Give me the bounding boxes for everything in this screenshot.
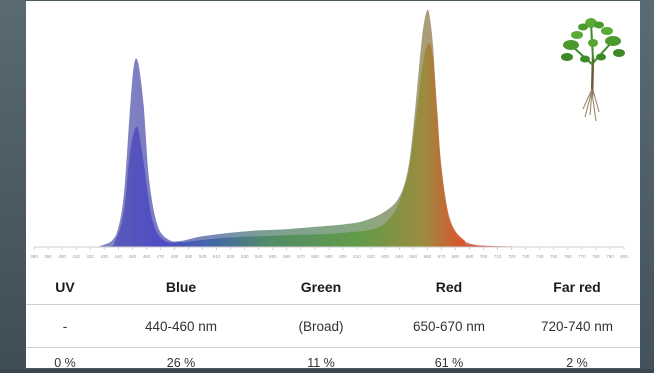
percent-red: 61 % (434, 356, 464, 368)
x-tick-label: 630 (381, 254, 389, 259)
x-tick-label: 770 (578, 254, 586, 259)
header-green: Green (300, 279, 342, 295)
spectrum-card: 380 390 400 410 420 430 440 450 460 470 480 490 500 5… (26, 1, 640, 368)
x-tick-label: 610 (353, 254, 361, 259)
x-tick-label: 800 (620, 254, 628, 259)
x-tick-label: 660 (424, 254, 432, 259)
x-tick-label: 720 (508, 254, 516, 259)
percent-green: 11 % (307, 356, 335, 368)
band-red: 650-670 nm (412, 318, 486, 334)
x-tick-label: 560 (283, 254, 291, 259)
series-layer (34, 9, 624, 247)
band-green: (Broad) (298, 318, 344, 334)
band-far-red: 720-740 nm (540, 318, 614, 334)
x-tick-label: 470 (157, 254, 165, 259)
header-uv: UV (55, 279, 75, 295)
x-tick-label: 780 (592, 254, 600, 259)
percent-blue: 26 % (166, 356, 196, 368)
x-tick-label: 650 (410, 254, 418, 259)
x-tick-label: 690 (466, 254, 474, 259)
x-tick-layer: 380 390 400 410 420 430 440 450 460 470 480 490 500 5… (30, 247, 628, 259)
band-blue: 440-460 nm (144, 318, 218, 334)
x-tick-label: 670 (438, 254, 446, 259)
x-tick-label: 430 (100, 254, 108, 259)
x-tick-label: 460 (143, 254, 151, 259)
background-left (0, 0, 26, 373)
x-tick-label: 500 (199, 254, 207, 259)
x-tick-label: 620 (367, 254, 375, 259)
x-tick-label: 540 (255, 254, 263, 259)
table-header-row: UV Blue Green Red Far red (26, 270, 640, 304)
x-tick-label: 730 (522, 254, 530, 259)
x-tick-label: 750 (550, 254, 558, 259)
spectrum-chart: 380 390 400 410 420 430 440 450 460 470 480 490 500 5… (30, 9, 628, 259)
x-tick-label: 400 (58, 254, 66, 259)
x-tick-label: 380 (30, 254, 38, 259)
x-tick-label: 580 (311, 254, 319, 259)
x-tick-label: 590 (325, 254, 333, 259)
x-tick-label: 570 (297, 254, 305, 259)
percent-uv: 0 % (54, 356, 76, 368)
x-tick-label: 550 (269, 254, 277, 259)
x-tick-label: 640 (395, 254, 403, 259)
header-red: Red (435, 279, 463, 295)
x-tick-label: 700 (480, 254, 488, 259)
plant-seedling-icon (561, 18, 625, 122)
x-tick-label: 440 (115, 254, 123, 259)
background-right (640, 0, 654, 373)
x-tick-label: 600 (339, 254, 347, 259)
x-tick-label: 420 (86, 254, 94, 259)
x-tick-label: 680 (452, 254, 460, 259)
x-tick-label: 520 (227, 254, 235, 259)
table-row-wavelength: - 440-460 nm (Broad) 650-670 nm 720-740 … (26, 304, 640, 348)
x-tick-label: 490 (185, 254, 193, 259)
x-tick-label: 510 (213, 254, 221, 259)
x-tick-label: 410 (72, 254, 80, 259)
spectrum-table: UV Blue Green Red Far red - 440-460 nm (… (26, 270, 640, 368)
x-tick-label: 790 (606, 254, 614, 259)
percent-far-red: 2 % (566, 356, 588, 368)
x-tick-label: 710 (494, 254, 502, 259)
x-tick-label: 760 (564, 254, 572, 259)
header-far-red: Far red (553, 279, 601, 295)
x-tick-label: 530 (241, 254, 249, 259)
x-tick-label: 390 (44, 254, 52, 259)
series-envelope-color (34, 9, 624, 247)
x-tick-label: 480 (171, 254, 179, 259)
x-tick-label: 740 (536, 254, 544, 259)
x-tick-label: 450 (129, 254, 137, 259)
band-uv: - (62, 318, 68, 334)
table-row-percent: 0 % 26 % 11 % 61 % 2 % (26, 348, 640, 368)
header-blue: Blue (165, 279, 197, 295)
background-bottom (0, 369, 654, 373)
